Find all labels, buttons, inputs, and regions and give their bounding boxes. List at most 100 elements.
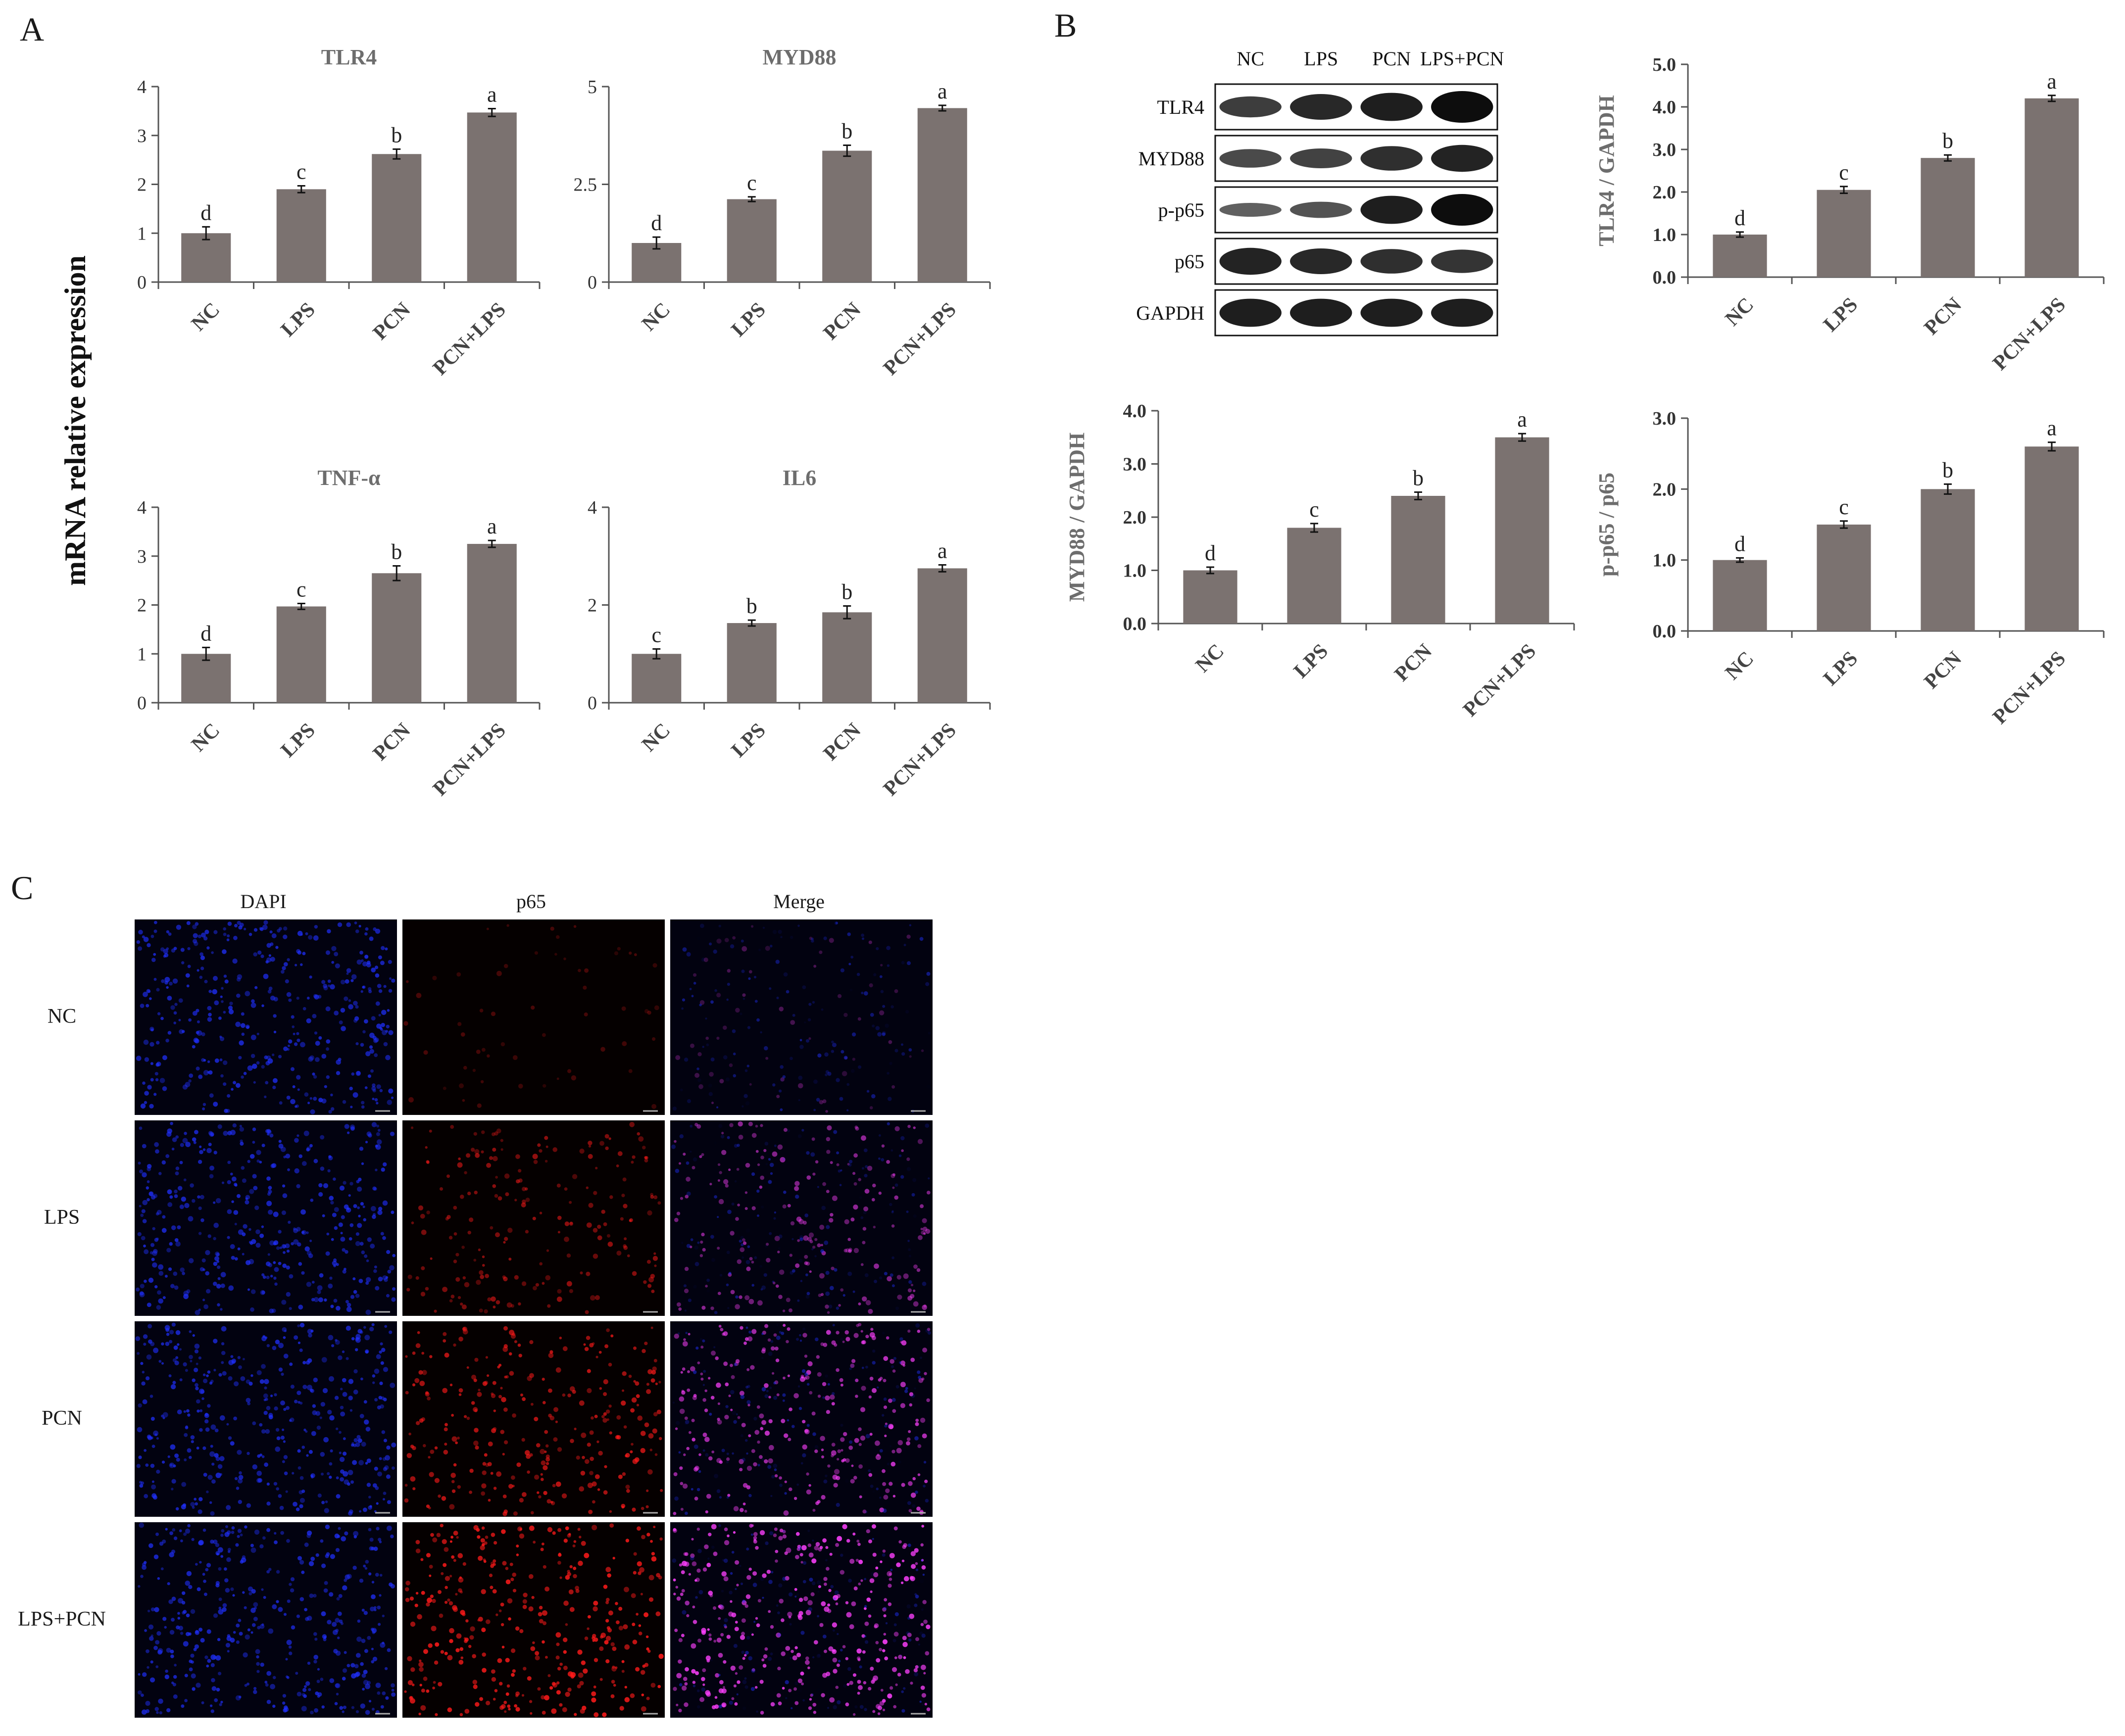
bar-nc [632, 654, 682, 703]
panel-label-a: A [20, 10, 45, 48]
bar-pcn-lps [917, 568, 967, 703]
bar-pcn [1391, 496, 1445, 624]
bar-nc [1713, 235, 1767, 277]
x-tick-label: LPS [277, 298, 320, 341]
blot-band [1290, 148, 1352, 168]
mrna-ylabel: mRNA relative expression [59, 255, 92, 586]
blot-band [1290, 298, 1352, 327]
blot-band [1290, 201, 1352, 218]
if-image-pcn-p65 [402, 1321, 665, 1517]
y-tick-label: 0 [137, 272, 147, 293]
x-tick-label: LPS [1819, 647, 1862, 690]
if-column-label-p65: p65 [516, 890, 546, 913]
x-tick-label: PCN+LPS [1988, 647, 2070, 729]
bar-pcn-lps [917, 108, 967, 282]
blot-band [1219, 298, 1282, 327]
if-image-nc-dapi [135, 919, 397, 1115]
bar-pcn [1921, 158, 1975, 277]
blot-lane-label: PCN [1372, 48, 1411, 70]
blot-band [1219, 203, 1282, 217]
blot-lane-label: LPS [1304, 48, 1338, 70]
x-tick-label: LPS [1289, 640, 1333, 683]
if-image-lps-pcn-dapi [135, 1522, 397, 1718]
if-image-lps-dapi [135, 1120, 397, 1316]
bar-pcn [822, 612, 872, 703]
y-tick-label: 5.0 [1653, 54, 1677, 75]
x-tick-label: PCN [1390, 640, 1437, 686]
blot-row-label-p65: p65 [1175, 250, 1204, 273]
blot-band [1431, 145, 1493, 172]
bar-lps [276, 189, 326, 282]
y-tick-label: 1 [137, 223, 147, 244]
chart-il6-mrna: IL6 0 2 4 c NC b LPS b PCN a PCN+LPS [588, 466, 991, 800]
y-axis-label: TLR4 / GAPDH [1594, 95, 1619, 246]
y-tick-label: 0 [588, 272, 597, 293]
if-row-label-pcn: PCN [42, 1406, 82, 1430]
blot-row-label-myd88: MYD88 [1138, 147, 1204, 170]
blot-band [1290, 94, 1352, 120]
if-image-pcn-merge [670, 1321, 933, 1517]
significance-letter: c [651, 623, 661, 647]
bar-nc [181, 233, 231, 282]
bar-lps [727, 623, 777, 703]
blot-band [1431, 249, 1493, 273]
y-tick-label: 4 [137, 77, 147, 97]
x-tick-label: LPS [727, 719, 770, 762]
y-tick-label: 2 [137, 595, 147, 616]
bar-pcn [822, 150, 872, 282]
blot-band [1219, 96, 1282, 118]
y-tick-label: 0 [137, 693, 147, 714]
significance-letter: b [391, 123, 402, 147]
y-tick-label: 4 [137, 497, 147, 518]
y-tick-label: 1.0 [1653, 225, 1677, 245]
western-blot: NC LPS PCN LPS+PCN TLR4 MYD88 p-p65 p65 GAPDH [1136, 48, 1504, 337]
significance-letter: d [200, 200, 211, 225]
significance-letter: b [841, 119, 852, 144]
bar-lps [727, 199, 777, 282]
chart-tlr4-gapdh: TLR4 / GAPDH 0.0 1.0 2.0 3.0 4.0 5.0 d NC c LPS b PC… [1594, 54, 2105, 375]
y-tick-label: 3 [137, 546, 147, 567]
significance-letter: c [747, 171, 757, 195]
significance-letter: a [2047, 69, 2057, 94]
panel-label-c: C [11, 869, 34, 907]
chart-myd88-mrna: MYD88 0 2.5 5 d NC c LPS b PCN a PCN+LPS [574, 45, 991, 380]
significance-letter: b [1942, 129, 1953, 153]
x-tick-label: PCN [819, 719, 866, 766]
blot-band [1431, 91, 1493, 123]
if-image-lps-pcn-merge [670, 1522, 933, 1718]
blot-row-label-gapdh: GAPDH [1136, 302, 1204, 324]
significance-letter: a [1517, 407, 1527, 432]
if-row-label-lps: LPS [44, 1206, 80, 1229]
x-tick-label: LPS [727, 298, 770, 341]
x-tick-label: PCN+LPS [1988, 293, 2070, 375]
x-tick-label: PCN [369, 298, 415, 345]
significance-letter: b [1413, 466, 1424, 490]
bar-lps [1817, 525, 1871, 631]
if-image-nc-p65 [402, 919, 665, 1115]
x-tick-label: PCN [819, 298, 866, 345]
significance-letter: b [841, 579, 852, 604]
x-tick-label: NC [638, 298, 675, 336]
blot-band [1360, 146, 1423, 171]
chart-tnfa-mrna: TNF-α 0 1 2 3 4 d NC c LPS b PCN a PCN+LPS [137, 466, 541, 800]
y-tick-label: 2 [588, 595, 597, 616]
y-tick-label: 1 [137, 644, 147, 665]
bar-pcn-lps [2025, 98, 2079, 278]
blot-band [1360, 195, 1423, 224]
chart-title: MYD88 [762, 45, 836, 69]
significance-letter: b [391, 540, 402, 564]
significance-letter: d [1734, 206, 1745, 230]
x-tick-label: PCN [1920, 647, 1967, 694]
y-tick-label: 4 [588, 497, 597, 518]
if-row-label-lps-pcn: LPS+PCN [18, 1607, 106, 1631]
bar-pcn-lps [467, 112, 517, 282]
x-tick-label: PCN+LPS [1459, 640, 1540, 722]
chart-title: IL6 [783, 466, 816, 490]
bar-nc [181, 654, 231, 703]
significance-letter: c [297, 159, 306, 184]
significance-letter: b [1942, 458, 1953, 482]
blot-row-label-p-p65: p-p65 [1158, 199, 1204, 221]
if-image-lps-p65 [402, 1120, 665, 1316]
y-tick-label: 3 [137, 126, 147, 146]
y-tick-label: 5 [588, 77, 597, 97]
